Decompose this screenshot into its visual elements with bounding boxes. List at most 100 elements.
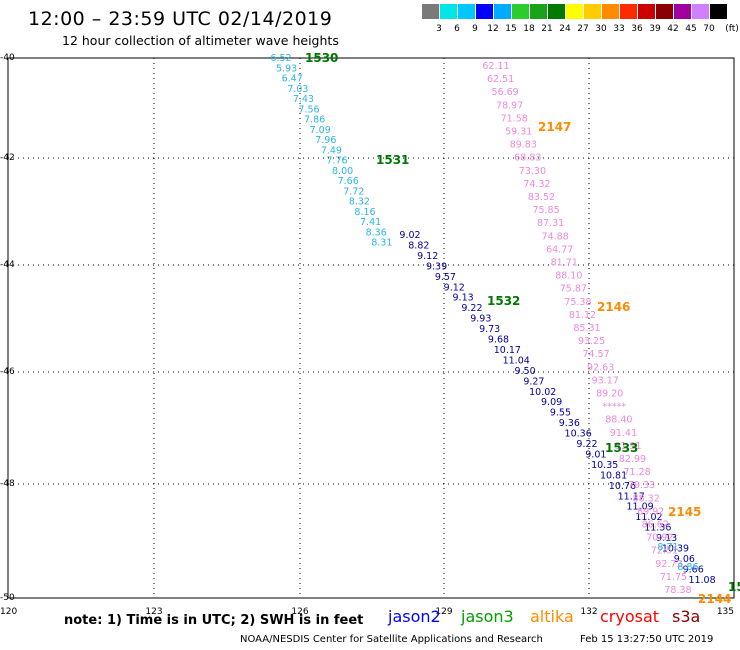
swh-value-label: 86.62 — [642, 520, 669, 531]
swh-value-label: 10.81 — [600, 470, 627, 481]
swh-value-label: 59.31 — [505, 127, 532, 138]
map-subtitle: 12 hour collection of altimeter wave hei… — [62, 33, 339, 48]
orbit-number-label: 1530 — [305, 51, 338, 65]
swh-value-label: 7.41 — [360, 217, 381, 228]
swh-value-label: 9.27 — [523, 376, 544, 387]
lon-tick-label: 126 — [291, 607, 308, 617]
legend-swatch — [494, 4, 511, 19]
orbit-number-label: 1531 — [376, 153, 409, 167]
swh-value-label: 78.97 — [496, 100, 523, 111]
lat-tick-label: -48 — [0, 479, 15, 489]
legend-swatch — [638, 4, 655, 19]
legend-swatch — [512, 4, 529, 19]
swh-value-label: 9.13 — [453, 293, 474, 304]
swh-value-label: 8.82 — [408, 240, 429, 251]
swh-value-label: 71.28 — [623, 467, 650, 478]
swh-value-label: 9.50 — [514, 366, 535, 377]
swh-value-label: 92.73 — [655, 559, 682, 570]
swh-value-label: 68.83 — [514, 153, 541, 164]
legend-swatch — [458, 4, 475, 19]
legend-tick-label: 30 — [595, 24, 607, 34]
swh-value-label: 7.76 — [326, 156, 347, 167]
swh-value-label: 88.32 — [633, 493, 660, 504]
orbit-number-label: 2146 — [597, 300, 630, 314]
swh-value-label: 7.03 — [287, 84, 308, 95]
swh-value-label: 7.66 — [338, 176, 359, 187]
swh-value-label: 88.10 — [555, 271, 582, 282]
swh-value-label: 11.36 — [644, 523, 671, 534]
swh-value-label: 9.68 — [488, 335, 509, 346]
swh-value-label: 78.38 — [664, 585, 691, 596]
swh-value-label: 75.87 — [560, 284, 587, 295]
orbit-number-label: 2147 — [538, 120, 571, 134]
legend-swatch — [566, 4, 583, 19]
swh-value-label: ***** — [602, 402, 626, 413]
swh-value-label: 71.75 — [660, 572, 687, 583]
swh-value-label: 9.13 — [656, 533, 677, 544]
map-frame — [7, 57, 735, 599]
swh-value-label: 72.51 — [651, 546, 678, 557]
swh-value-label: 64.77 — [546, 244, 573, 255]
legend-swatch — [476, 4, 493, 19]
legend-tick-label: 39 — [649, 24, 661, 34]
swh-value-label: 9.06 — [674, 554, 695, 565]
swh-value-label: 56.69 — [491, 87, 518, 98]
map-title: 12:00 – 23:59 UTC 02/14/2019 — [28, 8, 333, 30]
timestamp: Feb 15 13:27:50 UTC 2019 — [580, 634, 714, 645]
swh-value-label: 9.93 — [470, 314, 491, 325]
swh-value-label: 9.55 — [550, 408, 571, 419]
swh-value-label: 8.31 — [371, 238, 392, 249]
lon-tick-label: 135 — [717, 607, 734, 617]
legend-tick-label: 3 — [436, 24, 442, 34]
satellite-legend-item: jason3 — [461, 607, 514, 626]
swh-value-label: 93.17 — [592, 375, 619, 386]
legend-unit: (ft) — [725, 24, 739, 34]
swh-value-label: 6.52 — [270, 53, 291, 64]
swh-value-label: 87.31 — [537, 218, 564, 229]
swh-value-label: 89.20 — [596, 389, 623, 400]
swh-value-label: 9.22 — [461, 303, 482, 314]
swh-value-label: 89.92 — [637, 506, 664, 517]
swh-value-label: 92.63 — [587, 362, 614, 373]
swh-value-label: 7.49 — [321, 145, 342, 156]
legend-swatch — [602, 4, 619, 19]
swh-value-label: 71.58 — [501, 113, 528, 124]
swh-value-label: 10.35 — [591, 460, 618, 471]
legend-swatch — [674, 4, 691, 19]
lon-tick-label: 123 — [145, 607, 162, 617]
legend-tick-label: 6 — [454, 24, 460, 34]
swh-value-label: 62.11 — [482, 61, 509, 72]
swh-value-label: 10.36 — [565, 429, 592, 440]
swh-value-label: 10.39 — [662, 544, 689, 555]
lon-tick-label: 132 — [580, 607, 597, 617]
swh-value-label: 11.09 — [626, 502, 653, 513]
legend-tick-label: 45 — [685, 24, 697, 34]
swh-value-label: 88.40 — [605, 415, 632, 426]
swh-value-label: 7.72 — [343, 186, 364, 197]
swh-value-label: 75.38 — [564, 297, 591, 308]
swh-value-label: 62.51 — [487, 74, 514, 85]
swh-value-label: 9.12 — [417, 251, 438, 262]
legend-swatch — [656, 4, 673, 19]
swh-value-label: 85.31 — [573, 323, 600, 334]
swh-value-label: 9.22 — [576, 439, 597, 450]
swh-value-label: 8.86 — [677, 562, 698, 573]
swh-value-label: 8.16 — [354, 207, 375, 218]
swh-value-label: 73.30 — [519, 166, 546, 177]
swh-value-label: 81.71 — [551, 258, 578, 269]
swh-value-label: 10.02 — [529, 387, 556, 398]
orbit-number-label: 1532 — [487, 294, 520, 308]
legend-tick-label: 33 — [613, 24, 625, 34]
legend-tick-label: 15 — [505, 24, 517, 34]
legend-swatch — [710, 4, 727, 19]
orbit-number-label: 15 — [728, 580, 740, 594]
swh-value-label: 10.17 — [494, 345, 521, 356]
lat-tick-label: -50 — [0, 593, 15, 603]
footnote: note: 1) Time is in UTC; 2) SWH is in fe… — [64, 613, 364, 628]
swh-value-label: 91.41 — [610, 428, 637, 439]
legend-swatch — [584, 4, 601, 19]
legend-swatch — [440, 4, 457, 19]
legend-tick-label: 24 — [559, 24, 571, 34]
swh-value-label: 74.88 — [542, 231, 569, 242]
lat-tick-label: -40 — [0, 53, 15, 63]
